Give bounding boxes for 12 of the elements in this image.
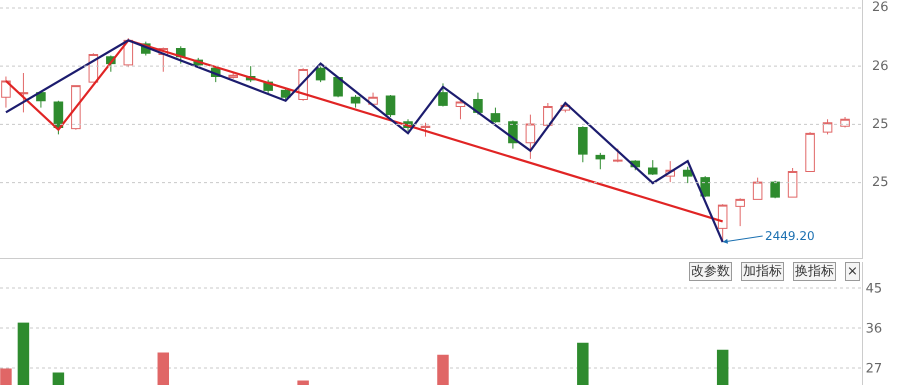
y-tick-label: 27 bbox=[866, 362, 882, 377]
y-tick-label: 45 bbox=[866, 282, 882, 297]
text: 25 bbox=[872, 175, 889, 190]
text: 26 bbox=[872, 0, 889, 15]
annotation: 换指标 bbox=[795, 264, 834, 279]
text: 26 bbox=[872, 59, 889, 74]
annotation: 改参数 bbox=[691, 264, 730, 279]
annotation: × bbox=[847, 264, 858, 279]
annotation: 2449.20 bbox=[765, 229, 815, 243]
annotation: 加指标 bbox=[743, 264, 782, 279]
text: 25 bbox=[872, 117, 889, 132]
y-tick-label: 36 bbox=[866, 322, 882, 337]
